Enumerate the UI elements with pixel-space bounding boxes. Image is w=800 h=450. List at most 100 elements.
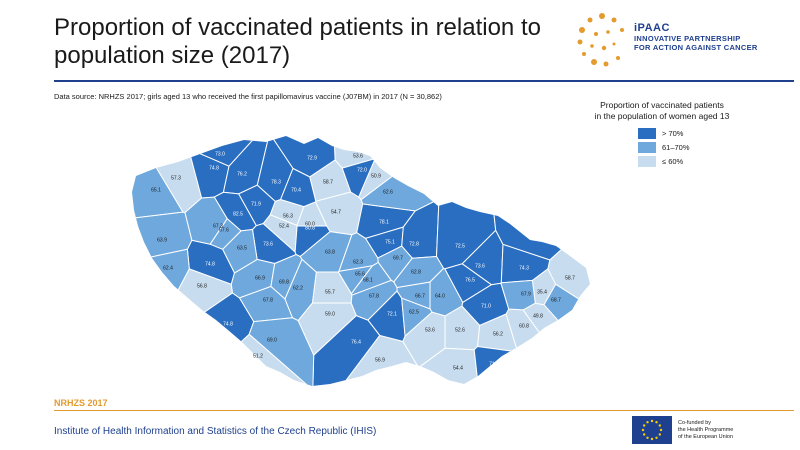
district-value-label: 67.8 <box>369 293 379 299</box>
district-value-label: 74.8 <box>223 321 233 327</box>
district-region <box>248 317 315 386</box>
district-value-label: 78.1 <box>379 219 389 225</box>
district-value-label: 72.5 <box>455 243 465 249</box>
district-value-label: 62.6 <box>383 189 393 195</box>
district-region <box>222 228 258 274</box>
district-region <box>312 315 381 386</box>
eu-line3: of the European Union <box>678 433 734 440</box>
district-value-label: 75.1 <box>385 239 395 245</box>
district-value-label: 35.4 <box>537 289 547 295</box>
district-value-label: 71.6 <box>489 361 499 367</box>
legend-swatch-mid <box>638 141 656 153</box>
district-value-label: 78.3 <box>271 179 281 185</box>
district-value-label: 76.4 <box>351 339 361 345</box>
district-value-label: 56.8 <box>197 283 207 289</box>
eu-cofunding: Co-funded by the Health Programme of the… <box>632 416 758 444</box>
district-value-label: 56.2 <box>493 331 503 337</box>
district-region <box>132 292 255 386</box>
district-value-label: 69.8 <box>279 279 289 285</box>
district-value-label: 76.5 <box>465 277 475 283</box>
legend-label-mid: 61–70% <box>662 142 690 152</box>
district-region <box>401 297 433 338</box>
district-value-label: 74.8 <box>205 261 215 267</box>
district-value-label: 67.6 <box>219 227 229 233</box>
district-value-label: 82.5 <box>233 211 243 217</box>
logo-line2: FOR ACTION AGAINST CANCER <box>634 43 758 52</box>
legend-swatch-high <box>638 127 656 139</box>
district-value-label: 63.9 <box>157 237 167 243</box>
district-value-label: 72.1 <box>387 311 397 317</box>
logo-name: iPAAC <box>634 22 670 34</box>
district-value-label: 67.3 <box>213 223 223 229</box>
district-value-label: 62.3 <box>353 259 363 265</box>
district-value-label: 69.7 <box>393 255 403 261</box>
district-value-label: 56.9 <box>375 357 385 363</box>
district-value-label: 52.4 <box>279 223 289 229</box>
district-value-label: 72.8 <box>409 241 419 247</box>
district-value-label: 80.8 <box>305 225 315 231</box>
district-value-label: 63.5 <box>237 245 247 251</box>
ipaac-logo: iPAAC INNOVATIVE PARTNERSHIP FOR ACTION … <box>574 10 794 74</box>
district-value-label: 63.8 <box>325 249 335 255</box>
district-value-label: 66.9 <box>255 275 265 281</box>
district-value-label: 66.7 <box>415 293 425 299</box>
district-value-label: 74.3 <box>519 265 529 271</box>
district-value-label: 76.2 <box>237 171 247 177</box>
district-value-label: 59.0 <box>325 311 335 317</box>
district-region <box>473 345 568 386</box>
legend-label-high: > 70% <box>662 128 684 138</box>
ipaac-dots-icon <box>577 13 624 67</box>
eu-line2: the Health Programme <box>678 426 734 433</box>
footer-divider <box>54 410 794 411</box>
map-legend: Proportion of vaccinated patients in the… <box>572 100 752 168</box>
district-value-label: 53.6 <box>353 153 363 159</box>
header-divider <box>54 80 794 82</box>
district-value-label: 72.7 <box>529 235 539 241</box>
district-value-label: 49.8 <box>533 313 543 319</box>
district-value-label: 70.4 <box>291 187 301 193</box>
eu-flag-icon <box>632 416 672 444</box>
district-value-label: 58.7 <box>565 275 575 281</box>
district-value-label: 58.7 <box>323 179 333 185</box>
district-value-label: 51.2 <box>253 353 263 359</box>
data-source-note: Data source: NRHZS 2017; girls aged 13 w… <box>54 92 442 101</box>
district-value-label: 52.6 <box>455 327 465 333</box>
district-value-label: 62.8 <box>411 269 421 275</box>
legend-title-line1: Proportion of vaccinated patients <box>600 100 724 110</box>
district-value-label: 60.0 <box>305 221 315 227</box>
legend-swatch-low <box>638 155 656 167</box>
page-title: Proportion of vaccinated patients in rel… <box>54 14 541 69</box>
institute-name: Institute of Health Information and Stat… <box>54 426 377 437</box>
district-value-label: 71.9 <box>251 201 261 207</box>
district-value-label: 62.2 <box>293 285 303 291</box>
district-region <box>429 267 464 317</box>
district-region <box>485 136 590 261</box>
district-value-label: 73.6 <box>263 241 273 247</box>
district-value-label: 67.9 <box>521 291 531 297</box>
district-value-label: 60.8 <box>519 323 529 329</box>
district-value-label: 73.0 <box>215 151 225 157</box>
district-value-label: 72.9 <box>307 155 317 161</box>
district-value-label: 53.6 <box>425 327 435 333</box>
logo-line1: INNOVATIVE PARTNERSHIP <box>634 34 741 43</box>
legend-item-low: ≤ 60% <box>638 154 752 168</box>
district-value-label: 54.4 <box>453 365 463 371</box>
footer-label: NRHZS 2017 <box>54 398 108 408</box>
district-value-label: 65.6 <box>355 271 365 277</box>
district-value-label: 62.4 <box>163 265 173 271</box>
district-value-label: 72.0 <box>357 167 367 173</box>
eu-line1: Co-funded by <box>678 419 712 426</box>
district-value-label: 73.6 <box>475 263 485 269</box>
czech-districts-map: 57.3 52.4 58.7 53.6 50.9 54.7 56.3 60.0 56.8 55.7… <box>132 136 590 386</box>
district-value-label: 74.8 <box>209 165 219 171</box>
district-value-label: 64.0 <box>435 293 445 299</box>
district-value-label: 50.9 <box>371 173 381 179</box>
district-value-label: 69.0 <box>267 337 277 343</box>
district-value-label: 65.1 <box>151 187 161 193</box>
legend-title-line2: in the population of women aged 13 <box>594 111 730 121</box>
legend-item-mid: 61–70% <box>638 140 752 154</box>
district-value-label: 57.3 <box>171 175 181 181</box>
legend-label-low: ≤ 60% <box>662 156 684 166</box>
district-value-label: 55.7 <box>325 289 335 295</box>
district-region <box>500 279 536 311</box>
